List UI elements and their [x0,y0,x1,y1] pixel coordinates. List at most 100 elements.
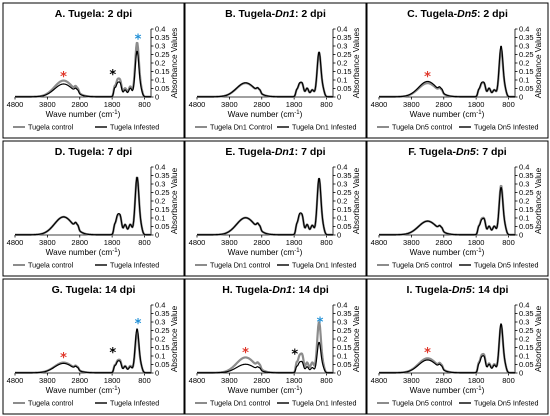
x-tick-label: 4800 [189,100,206,109]
significance-star: * [109,68,116,83]
panel-title: C. Tugela-Dn5: 2 dpi [407,8,508,20]
series-line-infested [15,328,151,374]
title-part: : 2 dpi [477,8,508,20]
y-tick-label: 0.1 [519,76,529,85]
y-tick-label: 0.2 [519,335,529,344]
y-tick-label: 0 [337,369,341,378]
legend-label-control: Tugela Dn5 control [392,261,453,270]
x-axis-title-main: Wave number (cm [410,110,477,119]
title-part: D. Tugela: 7 dpi [55,146,132,158]
y-tick-label: 0.25 [337,326,352,335]
significance-star: * [60,70,67,85]
panel-G: G. Tugela: 14 dpi00.050.10.150.20.250.30… [2,278,185,415]
x-axis-title-sup: -1 [476,110,482,116]
significance-star: * [135,317,142,332]
panel-C: C. Tugela-Dn5: 2 dpi00.050.10.150.20.250… [366,2,549,139]
series-line-infested [15,50,151,98]
x-axis-title-main: Wave number (cm [46,248,113,257]
significance-star: * [291,348,298,363]
y-tick-label: 0.1 [337,76,347,85]
panel-frame [2,140,185,277]
x-tick-label: 2800 [435,238,452,247]
x-tick-label: 4800 [189,376,206,385]
y-tick-label: 0.15 [519,343,534,352]
x-tick-label: 3800 [39,376,56,385]
x-tick-label: 3800 [403,376,420,385]
y-tick-label: 0.4 [337,25,347,34]
y-axis-title: Absorbance Value [352,167,361,234]
y-tick-label: 0 [337,93,341,102]
x-axis-title-end: ) [482,110,485,119]
y-tick-label: 0.05 [155,222,170,231]
x-tick-label: 800 [138,100,151,109]
x-axis-title-end: ) [118,110,121,119]
x-axis-title-end: ) [300,248,303,257]
x-axis-title-sup: -1 [112,110,118,116]
y-tick-label: 0.3 [519,318,529,327]
y-axis-title: Absorbance Values [170,28,179,98]
x-axis-title-sup: -1 [112,248,118,254]
y-tick-label: 0.3 [155,42,165,51]
panel-frame [184,140,367,277]
y-tick-label: 0.35 [519,309,534,318]
y-tick-label: 0.3 [519,180,529,189]
y-tick-label: 0.4 [337,163,347,172]
title-italic-part: Dn1 [275,146,295,158]
x-tick-label: 3800 [39,100,56,109]
x-tick-label: 3800 [39,238,56,247]
x-axis-title: Wave number (cm-1) [228,248,303,257]
y-tick-label: 0.1 [519,352,529,361]
y-tick-label: 0.35 [155,33,170,42]
x-tick-label: 1800 [468,376,485,385]
y-tick-label: 0.05 [337,222,352,231]
significance-star: * [242,346,249,361]
x-tick-label: 1800 [468,238,485,247]
y-tick-label: 0.3 [337,318,347,327]
series-line-control [196,321,334,374]
title-part: B. Tugela- [225,8,275,20]
y-tick-label: 0.4 [337,301,347,310]
series-line-infested [197,51,333,98]
x-tick-label: 800 [320,238,333,247]
x-tick-label: 4800 [189,238,206,247]
y-tick-label: 0.4 [519,301,529,310]
x-tick-label: 4800 [7,376,24,385]
y-tick-label: 0.4 [155,163,165,172]
legend-label-control: Tugela control [28,261,74,270]
x-tick-label: 2800 [253,376,270,385]
significance-star: * [135,33,142,48]
x-tick-label: 3800 [221,100,238,109]
series-line-control [378,184,516,236]
y-axis-title: Absorbance Values [534,28,543,98]
x-tick-label: 4800 [371,376,388,385]
x-axis-title-end: ) [300,110,303,119]
y-tick-label: 0.4 [155,301,165,310]
legend-label-infested: Tugela Infested [110,123,159,132]
panel-frame [366,2,549,139]
x-axis-title-end: ) [118,386,121,395]
y-tick-label: 0.35 [519,33,534,42]
y-tick-label: 0.15 [337,205,352,214]
legend-label-infested: Tugela Dn1 Infested [292,261,356,270]
y-axis-title: Absorbance Value [170,167,179,234]
title-part: : 14 dpi [292,284,329,296]
series-line-control [196,178,334,236]
x-tick-label: 4800 [371,100,388,109]
legend-label-infested: Tugela Dn5 Infested [474,123,538,132]
y-tick-label: 0.35 [337,309,352,318]
y-tick-label: 0.25 [519,50,534,59]
significance-star: * [424,346,431,361]
title-italic-part: Dn5 [456,146,476,158]
title-part: : 7 dpi [295,146,326,158]
y-tick-label: 0.25 [337,188,352,197]
y-tick-label: 0.4 [155,25,165,34]
x-axis-title-main: Wave number (cm [46,110,113,119]
panel-title: H. Tugela-Dn1: 14 dpi [222,284,329,296]
x-tick-label: 1800 [468,100,485,109]
y-tick-label: 0.15 [337,67,352,76]
series-line-infested [197,341,333,374]
panel-frame [184,278,367,415]
x-tick-label: 2800 [253,238,270,247]
y-tick-label: 0.05 [519,222,534,231]
